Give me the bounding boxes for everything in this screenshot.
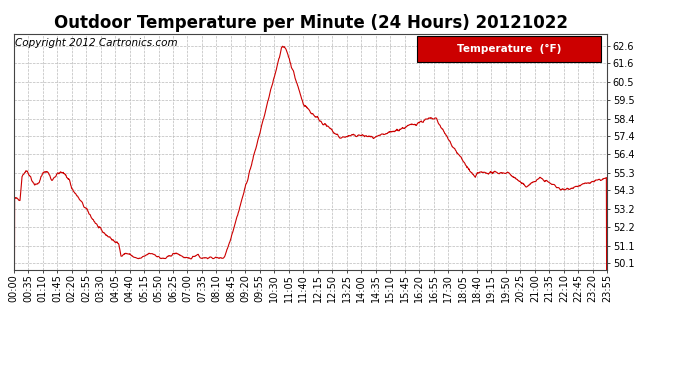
Title: Outdoor Temperature per Minute (24 Hours) 20121022: Outdoor Temperature per Minute (24 Hours… [54, 14, 567, 32]
Text: Temperature  (°F): Temperature (°F) [457, 44, 562, 54]
Text: Copyright 2012 Cartronics.com: Copyright 2012 Cartronics.com [15, 39, 177, 48]
FancyBboxPatch shape [417, 36, 601, 62]
